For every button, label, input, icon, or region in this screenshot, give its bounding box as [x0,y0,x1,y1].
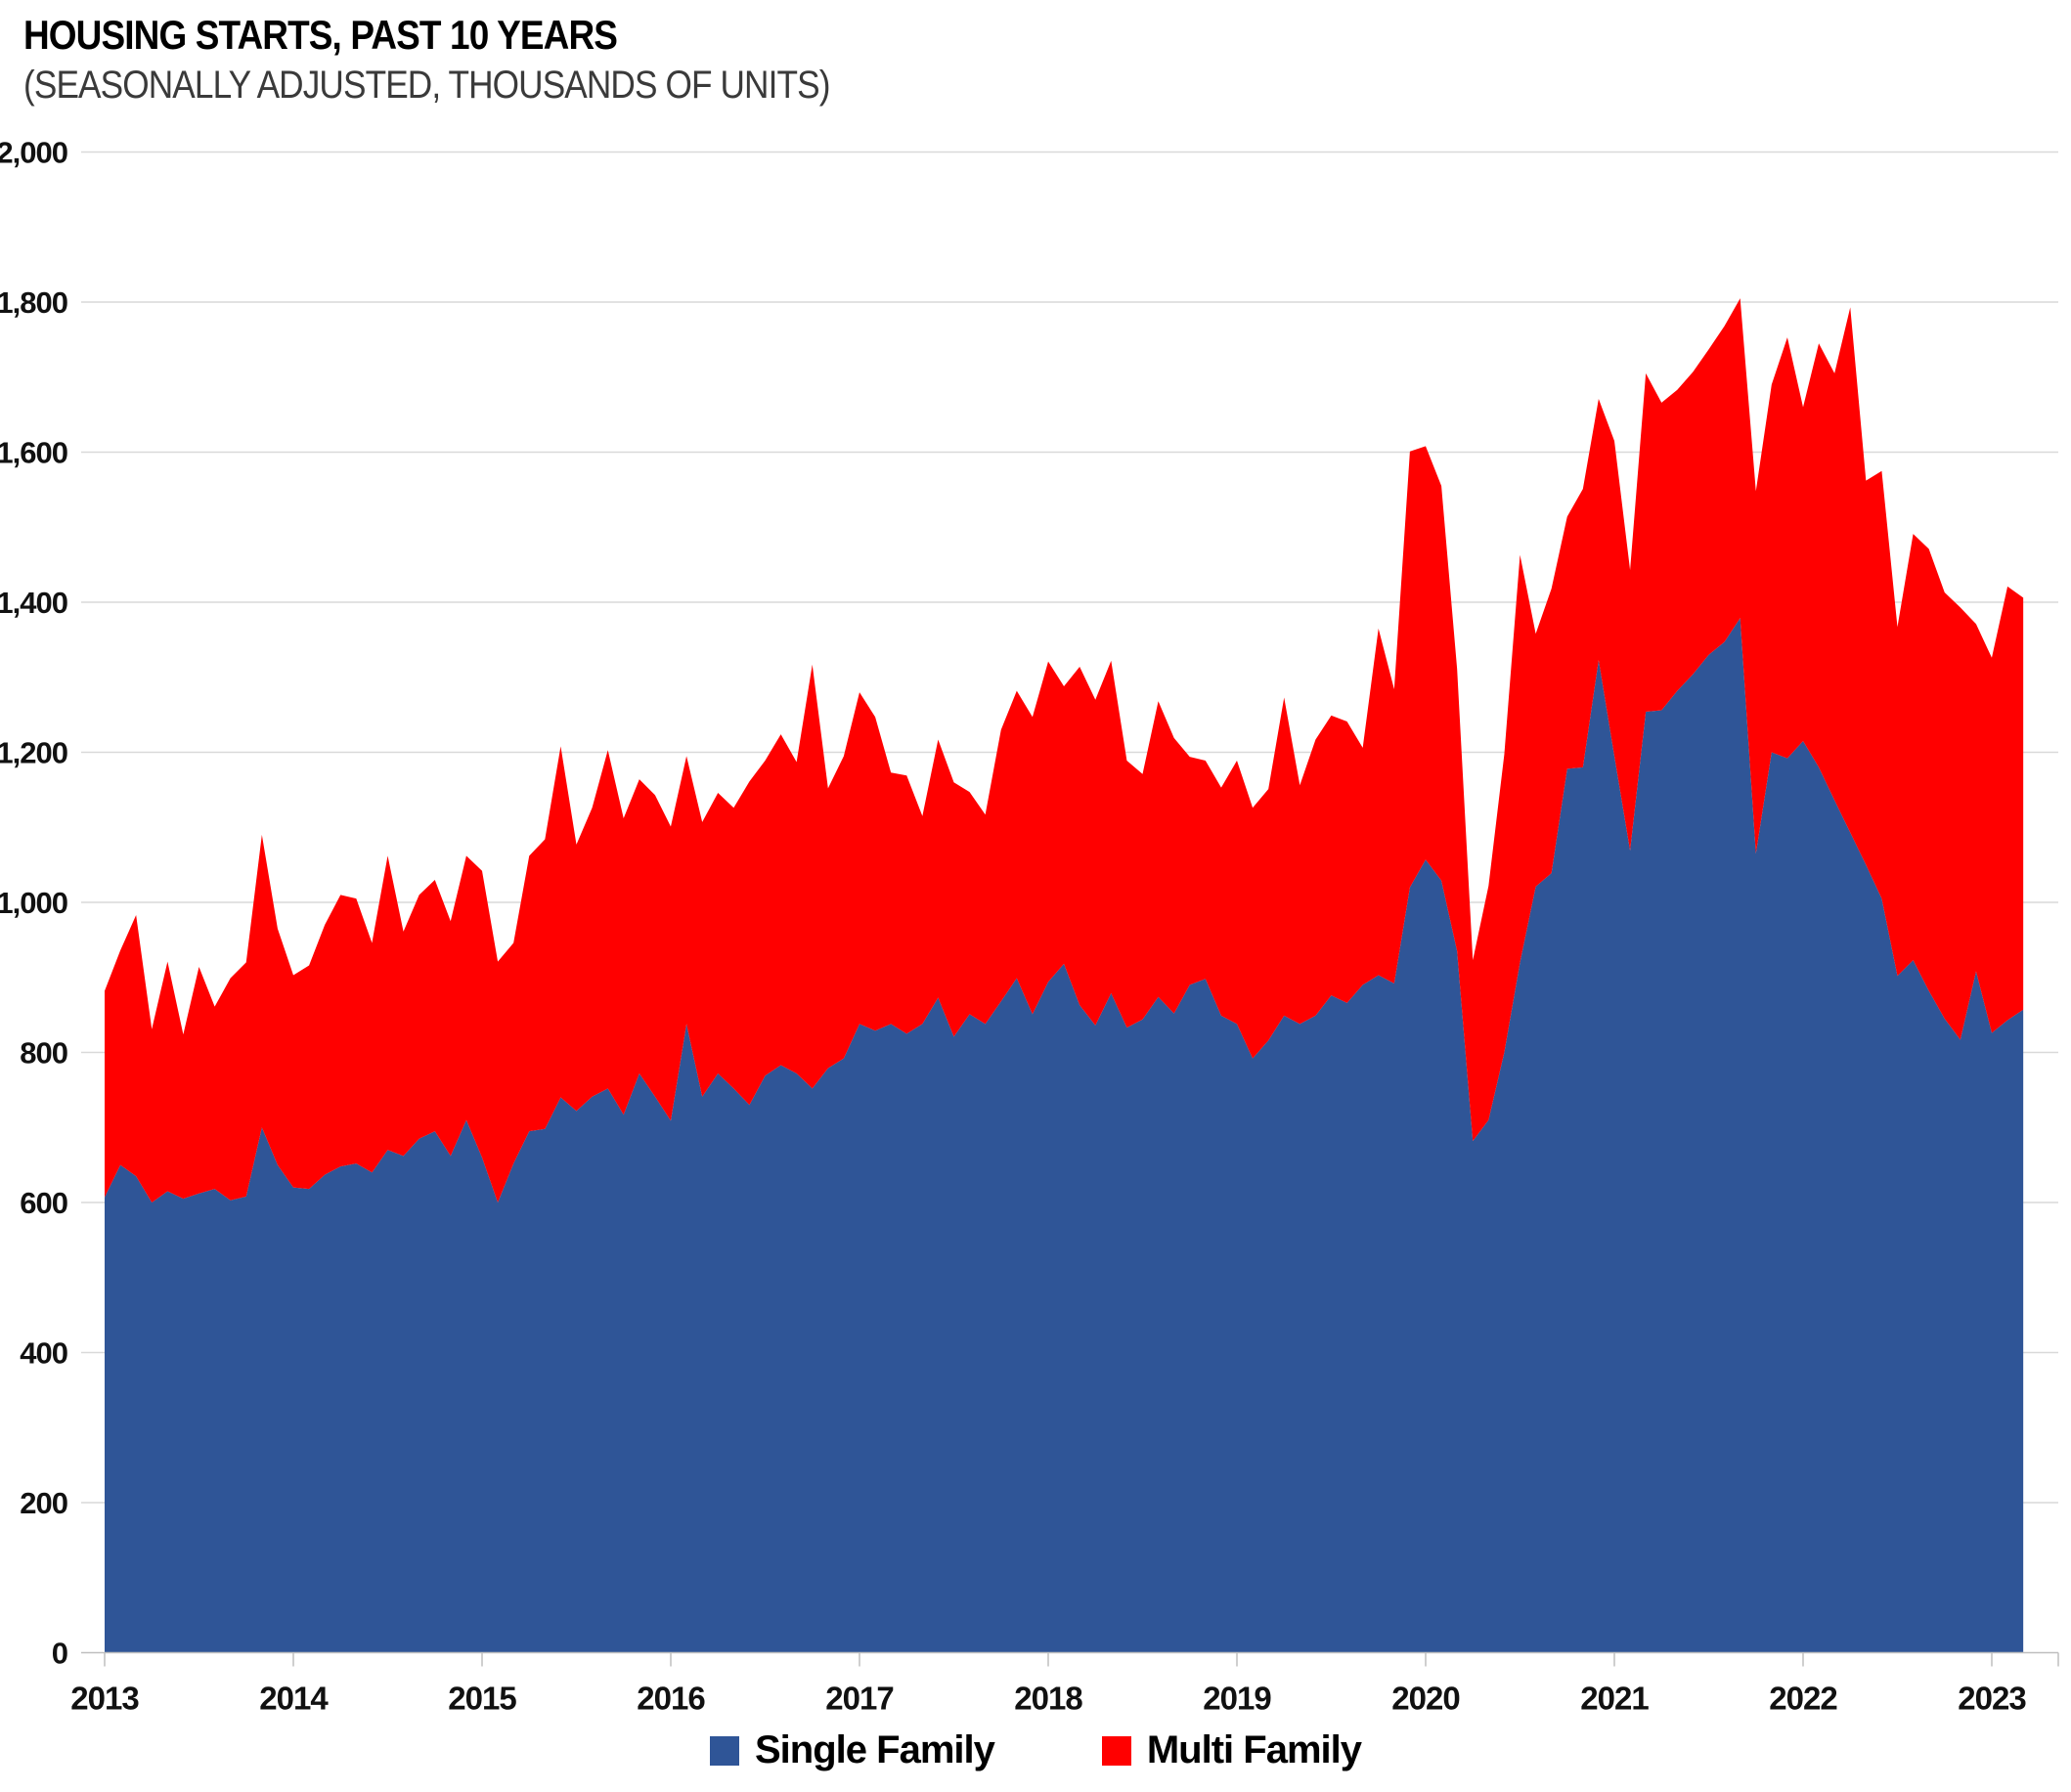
svg-text:2023: 2023 [1958,1681,2026,1717]
legend-item-single-family: Single Family [710,1728,995,1772]
svg-text:2020: 2020 [1391,1681,1459,1717]
svg-text:1,200: 1,200 [0,736,67,770]
svg-text:2015: 2015 [448,1681,516,1717]
single-family-swatch-icon [710,1735,739,1766]
svg-text:1,000: 1,000 [0,886,67,920]
svg-text:2017: 2017 [825,1681,893,1717]
svg-text:400: 400 [20,1336,67,1371]
chart-legend: Single Family Multi Family [0,1728,2071,1772]
svg-text:0: 0 [52,1637,67,1671]
stacked-areas [105,298,2024,1653]
svg-text:2022: 2022 [1769,1681,1837,1717]
svg-text:2,000: 2,000 [0,136,67,170]
svg-text:1,400: 1,400 [0,586,67,620]
legend-label-multi-family: Multi Family [1146,1728,1362,1771]
legend-label-single-family: Single Family [755,1728,995,1771]
svg-text:600: 600 [20,1186,67,1220]
svg-text:2014: 2014 [259,1681,329,1717]
svg-text:1,800: 1,800 [0,285,67,320]
svg-text:2018: 2018 [1014,1681,1082,1717]
svg-text:2016: 2016 [637,1681,705,1717]
chart-title: HOUSING STARTS, PAST 10 YEARS [23,12,618,58]
svg-text:1,600: 1,600 [0,436,67,470]
svg-text:2019: 2019 [1203,1681,1271,1717]
legend-item-multi-family: Multi Family [1101,1728,1362,1772]
axis-labels: 0 200 400 600 800 1,000 1,200 1,400 1,600 1,800 2,… [0,136,2027,1717]
chart-subtitle: (SEASONALLY ADJUSTED, THOUSANDS OF UNITS… [23,63,830,107]
chart-header: HOUSING STARTS, PAST 10 YEARS (SEASONALL… [23,10,830,109]
multi-family-swatch-icon [1101,1735,1131,1766]
svg-text:200: 200 [20,1486,67,1520]
axes [81,1651,2059,1667]
svg-text:2013: 2013 [70,1681,139,1717]
svg-text:2021: 2021 [1580,1681,1649,1717]
svg-text:800: 800 [20,1036,67,1071]
